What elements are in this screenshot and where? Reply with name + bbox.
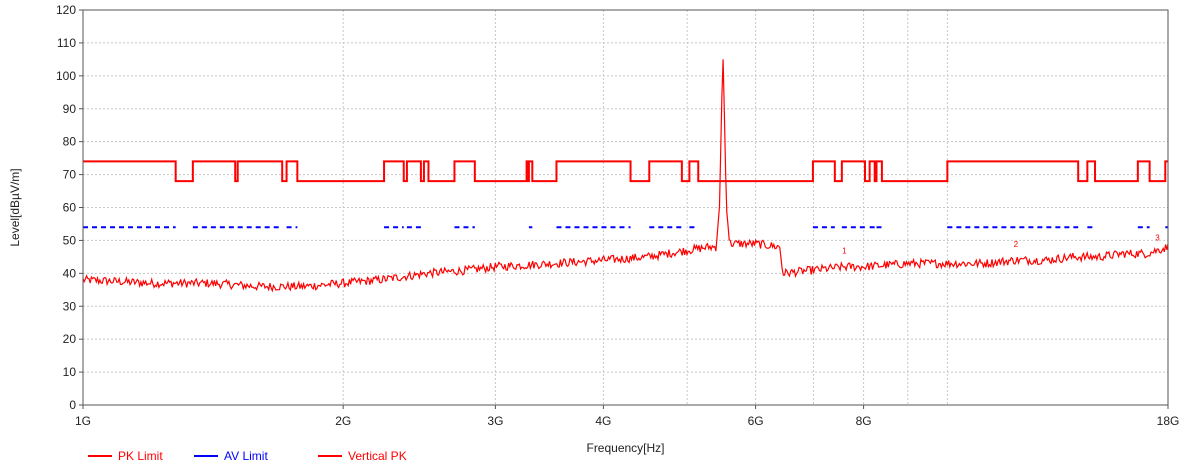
x-tick-label: 2G [335, 414, 351, 428]
marker-label: 3 [1155, 233, 1160, 242]
y-tick-label: 0 [69, 398, 76, 412]
x-axis-title: Frequency[Hz] [586, 441, 664, 455]
series-layer [82, 59, 1169, 293]
x-tick-label: 18G [1157, 414, 1180, 428]
x-tick-label: 1G [75, 414, 91, 428]
y-tick-label: 30 [63, 299, 77, 313]
x-tick-label: 4G [595, 414, 611, 428]
legend-label: Vertical PK [348, 449, 407, 463]
y-tick-label: 10 [63, 365, 77, 379]
y-tick-label: 20 [63, 332, 77, 346]
y-tick-label: 110 [57, 36, 76, 50]
legend-label: PK Limit [118, 449, 163, 463]
legend-label: AV Limit [224, 449, 268, 463]
y-tick-label: 120 [56, 3, 76, 17]
marker-label: 1 [842, 247, 847, 256]
vertical-pk-trace [82, 59, 1169, 293]
x-tick-label: 8G [856, 414, 872, 428]
marker-annotations: 1 2 3 [842, 233, 1160, 255]
y-tick-label: 70 [63, 168, 77, 182]
pk-limit-line [83, 160, 1168, 183]
y-tick-label: 60 [63, 201, 77, 215]
y-tick-label: 40 [63, 266, 77, 280]
y-tick-label: 90 [63, 102, 77, 116]
plot-area [83, 10, 1168, 405]
y-tick-label: 100 [56, 69, 76, 83]
grid [82, 9, 1169, 406]
y-tick-label: 80 [63, 135, 77, 149]
x-tick-label: 6G [748, 414, 764, 428]
legend: PK Limit AV Limit Vertical PK [88, 449, 407, 463]
marker-label: 2 [1014, 240, 1019, 249]
x-tick-label: 3G [487, 414, 503, 428]
axis-ticks: 0 10 20 30 40 50 60 70 80 90 100 110 120 1G 2G 3G 4G 6G 8G… [56, 3, 1179, 428]
y-axis-title: Level[dBµV/m] [8, 168, 22, 246]
y-tick-label: 50 [63, 233, 77, 247]
